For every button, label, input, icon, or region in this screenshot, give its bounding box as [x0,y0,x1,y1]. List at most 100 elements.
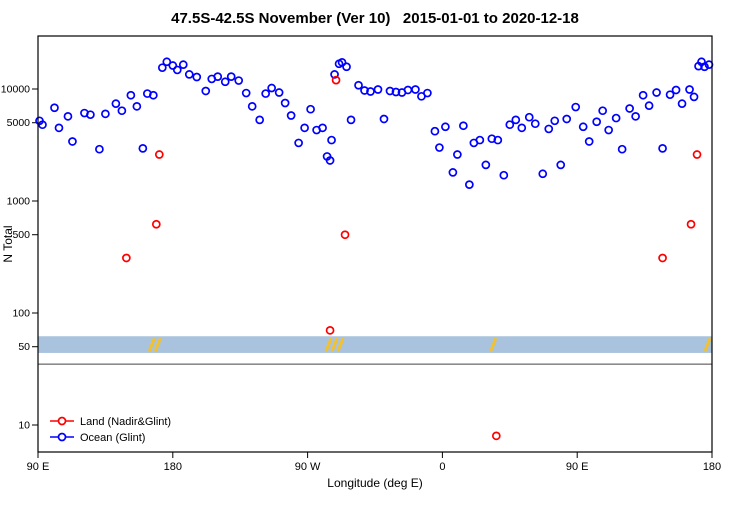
x-tick-label: 180 [164,461,182,473]
ocean-point [499,170,509,180]
band-mark [324,337,333,352]
band-mark [153,337,162,352]
ocean-point [286,111,296,120]
ocean-point [213,72,223,81]
ocean-point [379,114,389,124]
ocean-point [325,156,335,165]
ocean-point [403,85,413,95]
ocean-point [111,99,121,108]
band-rect [38,336,712,353]
ocean-point [631,111,640,121]
ocean-point [132,101,142,111]
ocean-point [611,113,621,123]
y-tick-label: 1000 [7,196,31,208]
ocean-point [172,65,182,75]
ocean-point [530,119,540,129]
ocean-point [453,150,462,159]
band-mark [489,337,498,352]
y-tick-label: 50 [18,341,30,353]
legend-entry-land: Land (Nadir&Glint) [50,416,171,428]
y-tick-label: 100 [12,308,30,320]
ocean-point [665,90,675,100]
ocean-point [247,101,257,111]
land-point [340,230,350,240]
ocean-point [148,90,158,100]
ocean-point [346,115,356,125]
y-axis-label: N Total [1,225,15,262]
highlight-band [38,336,712,353]
axis-ticks: 90 E 180 90 W 0 90 E 180 10 50 100 500 1000 5000 100… [1,84,721,474]
ocean-point [184,70,194,79]
ocean-point [598,106,608,116]
ocean-point [448,168,458,177]
ocean-point [63,111,73,121]
land-point [151,219,161,229]
ocean-point [168,61,178,70]
ocean-point [544,124,554,134]
ocean-point [671,85,681,95]
ocean-point [354,80,363,90]
ocean-point [493,135,503,145]
ocean-point [50,103,59,113]
legend: Land (Nadir&Glint) Ocean (Glint) [50,416,171,444]
ocean-point [318,123,327,133]
legend-label-ocean: Ocean (Glint) [80,432,145,444]
ocean-point [294,138,303,148]
ocean-point [538,169,548,179]
land-point [686,219,696,229]
ocean-point [337,57,347,67]
ocean-point [391,87,401,97]
ocean-point [465,180,474,189]
ocean-point [411,85,420,94]
ocean-point [550,116,560,126]
legend-entry-ocean: Ocean (Glint) [50,432,145,444]
legend-label-land: Land (Nadir&Glint) [80,416,171,428]
plot-border [37,35,713,453]
ocean-point [644,101,654,111]
band-mark [330,337,339,352]
land-point [154,150,164,159]
ocean-point [441,122,450,132]
band-mark [336,337,345,352]
ocean-point [556,160,566,170]
ocean-point [373,85,383,94]
ocean-point [578,122,588,132]
ocean-point [592,117,602,127]
ocean-point [505,120,515,130]
land-point [325,325,335,335]
x-tick-label: 0 [439,461,445,473]
ocean-point [571,102,581,112]
ocean-point [430,126,440,136]
ocean-point [117,106,127,116]
ocean-point [658,144,667,153]
land-point [658,253,667,263]
ocean-point [280,98,290,108]
ocean-point [261,89,271,98]
ocean-point [562,114,572,124]
ocean-point [226,72,236,81]
ocean-point [511,115,521,125]
ocean-point [342,62,351,72]
land-point [491,431,501,441]
y-tick-label: 5000 [7,117,31,129]
x-tick-label: 90 W [295,461,321,473]
data-points [35,57,714,441]
chart-title: 47.5S-42.5S November (Ver 10) 2015-01-01… [171,10,579,27]
ocean-point [138,144,148,153]
legend-marker-land-icon [57,416,67,426]
ocean-point [330,70,339,79]
ocean-point [584,137,594,146]
ocean-point [475,135,485,145]
ocean-point [255,115,265,125]
ocean-point [162,57,172,67]
ocean-point [677,99,687,108]
ocean-point [459,121,468,131]
band-mark [703,337,712,352]
ocean-point [157,63,167,73]
ocean-point [101,109,110,119]
ocean-point [86,110,95,120]
ocean-point [234,76,244,85]
x-axis-label: Longitude (deg E) [327,476,422,490]
ocean-point [220,77,230,87]
